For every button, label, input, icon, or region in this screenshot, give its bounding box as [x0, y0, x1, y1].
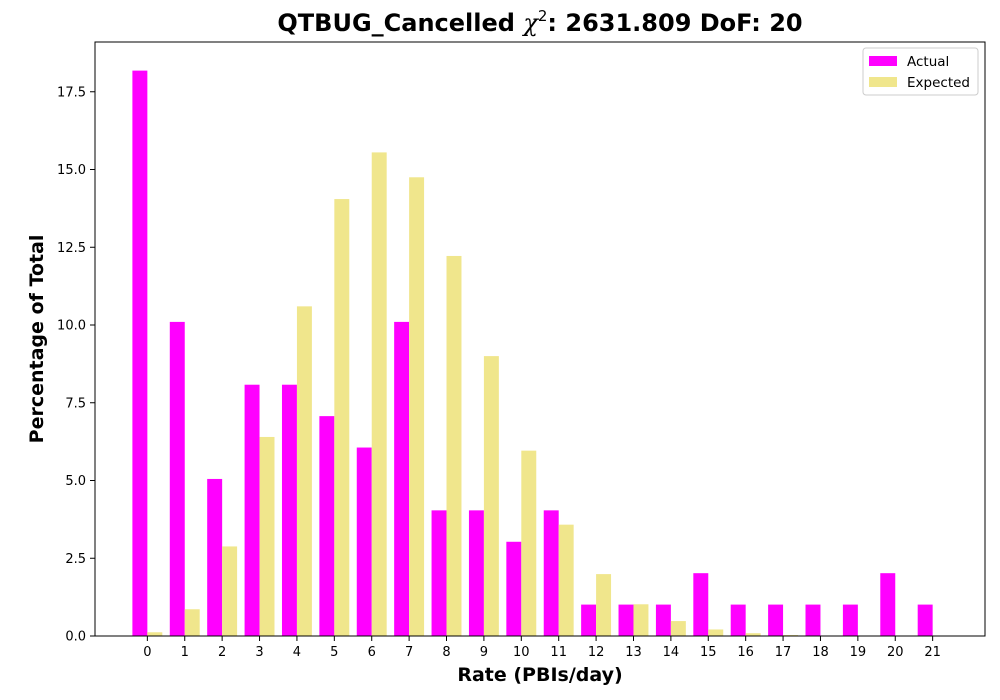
plot-area-frame [94, 41, 986, 637]
x-tick-label: 12 [588, 645, 605, 660]
y-tick-label: 10.0 [57, 319, 86, 334]
bars-group [132, 70, 933, 637]
bar-expected-2 [222, 546, 238, 636]
x-tick-label: 14 [663, 645, 680, 660]
bar-expected-5 [334, 199, 350, 636]
bar-actual-4 [281, 384, 297, 636]
bar-expected-9 [483, 356, 499, 636]
bar-expected-11 [558, 524, 574, 636]
bar-actual-5 [319, 416, 335, 636]
chart-title-prefix: QTBUG_Cancelled [277, 9, 523, 37]
bar-expected-10 [521, 450, 537, 636]
y-tick-label: 0.0 [65, 630, 86, 645]
bar-expected-8 [446, 255, 462, 636]
x-tick-label: 2 [218, 645, 226, 660]
bar-expected-13 [633, 604, 649, 636]
x-tick-label: 10 [513, 645, 530, 660]
bar-actual-8 [431, 510, 447, 636]
bar-actual-11 [543, 510, 559, 636]
x-axis-label: Rate (PBIs/day) [457, 664, 622, 686]
x-tick-label: 18 [812, 645, 829, 660]
y-tick-label: 15.0 [57, 163, 86, 178]
bar-actual-0 [132, 70, 148, 637]
bar-actual-17 [768, 604, 784, 636]
x-tick-label: 8 [442, 645, 450, 660]
x-tick-label: 6 [368, 645, 376, 660]
bar-actual-9 [468, 510, 484, 636]
legend-label-actual: Actual [907, 54, 949, 70]
chart-title-superscript: 2 [538, 7, 548, 25]
chart-title-symbol: χ [521, 9, 539, 37]
bar-expected-1 [184, 609, 200, 636]
bar-actual-16 [730, 604, 746, 636]
chart-title: QTBUG_Cancelled χ2: 2631.809 DoF: 20 [277, 7, 802, 37]
bar-expected-0 [147, 632, 163, 636]
x-tick-label: 7 [405, 645, 413, 660]
bar-actual-18 [805, 604, 821, 636]
ticks-group: 0 1 2 3 4 5 6 7 8 9 10 11 12 13 14 15 16 17 18 19 20 210.02.5… [57, 85, 941, 660]
bar-actual-3 [244, 384, 260, 636]
bar-expected-4 [296, 306, 312, 636]
bar-actual-12 [581, 604, 597, 636]
bar-actual-21 [917, 604, 933, 636]
bar-actual-19 [842, 604, 858, 636]
bar-expected-6 [371, 152, 387, 636]
y-tick-label: 5.0 [65, 474, 86, 489]
x-tick-label: 16 [737, 645, 754, 660]
x-tick-label: 1 [181, 645, 189, 660]
x-tick-label: 0 [143, 645, 151, 660]
chart-title-suffix: : 2631.809 DoF: 20 [547, 9, 802, 37]
bar-expected-15 [708, 629, 724, 636]
y-tick-label: 12.5 [57, 241, 86, 256]
y-tick-label: 17.5 [57, 85, 86, 100]
x-tick-label: 5 [330, 645, 338, 660]
bar-actual-1 [169, 321, 185, 636]
bar-expected-7 [409, 177, 425, 637]
x-tick-label: 4 [293, 645, 301, 660]
bar-actual-20 [880, 573, 896, 636]
bar-actual-7 [394, 321, 410, 636]
bar-expected-12 [596, 574, 612, 636]
bar-actual-13 [618, 604, 634, 636]
bar-actual-6 [356, 447, 372, 636]
bar-actual-14 [655, 604, 671, 636]
x-tick-label: 21 [924, 645, 941, 660]
x-tick-label: 13 [625, 645, 642, 660]
y-tick-label: 2.5 [65, 552, 86, 567]
bar-expected-14 [670, 621, 686, 636]
x-tick-label: 3 [255, 645, 263, 660]
bar-actual-2 [207, 478, 223, 636]
bar-expected-3 [259, 436, 275, 636]
bar-expected-16 [745, 633, 761, 636]
x-tick-label: 20 [887, 645, 904, 660]
y-tick-label: 7.5 [65, 396, 86, 411]
y-axis-label: Percentage of Total [26, 235, 48, 444]
x-tick-label: 9 [480, 645, 488, 660]
legend-label-expected: Expected [907, 75, 970, 91]
bar-actual-10 [506, 541, 522, 636]
legend-swatch-expected [869, 77, 897, 87]
x-tick-label: 15 [700, 645, 717, 660]
x-tick-label: 17 [775, 645, 792, 660]
legend: Actual Expected [862, 47, 979, 96]
bar-actual-15 [693, 573, 709, 636]
legend-swatch-actual [869, 56, 897, 66]
x-tick-label: 19 [850, 645, 867, 660]
x-tick-label: 11 [550, 645, 567, 660]
